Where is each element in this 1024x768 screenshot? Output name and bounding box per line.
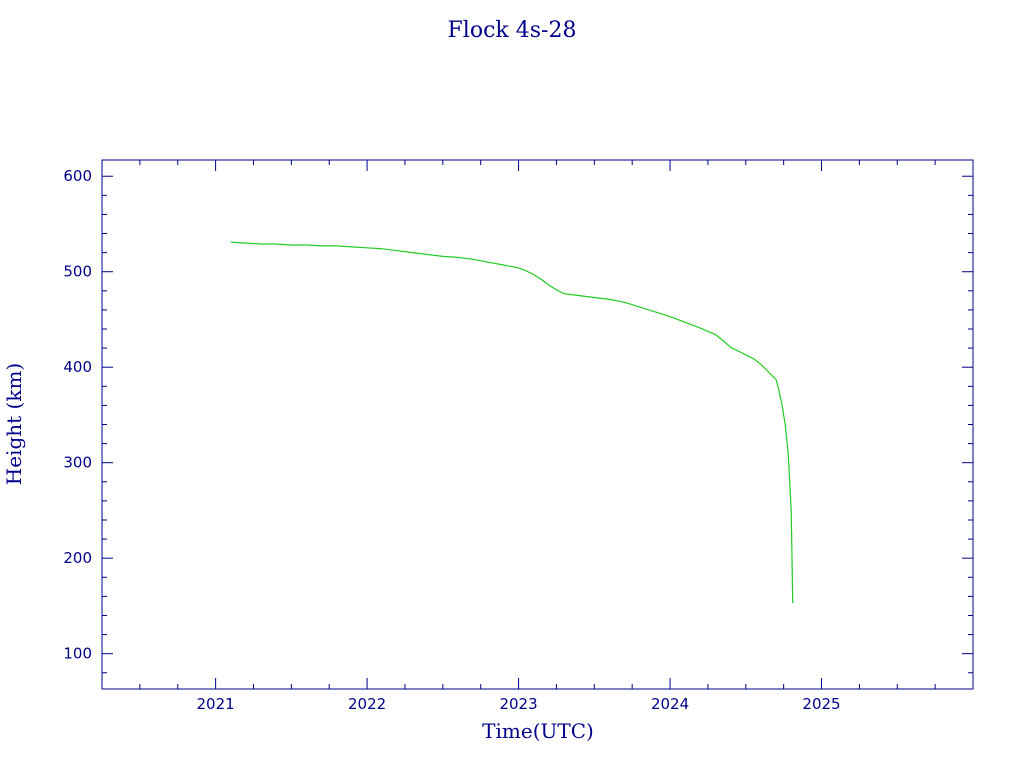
y-tick-label: 500 <box>63 263 92 281</box>
y-tick-label: 600 <box>63 167 92 185</box>
x-tick-label: 2025 <box>802 695 840 713</box>
height-series-line <box>230 241 794 604</box>
series-layer <box>230 241 794 604</box>
y-tick-label: 200 <box>63 549 92 567</box>
x-tick-label: 2021 <box>197 695 235 713</box>
x-tick-label: 2023 <box>499 695 537 713</box>
y-tick-label: 300 <box>63 454 92 472</box>
x-tick-labels: 2021 2022 2023 2024 2025 <box>197 695 841 713</box>
x-tick-label: 2024 <box>651 695 689 713</box>
y-tick-label: 400 <box>63 358 92 376</box>
x-axis-label: Time(UTC) <box>482 719 594 743</box>
chart-title: Flock 4s-28 <box>448 18 577 43</box>
y-tick-label: 100 <box>63 645 92 663</box>
plot-frame <box>101 159 974 690</box>
x-tick-label: 2022 <box>348 695 386 713</box>
y-axis-label: Height (km) <box>2 363 26 485</box>
y-tick-labels: 100 200 300 400 500 600 <box>63 167 92 662</box>
axis-ticks <box>101 160 974 689</box>
